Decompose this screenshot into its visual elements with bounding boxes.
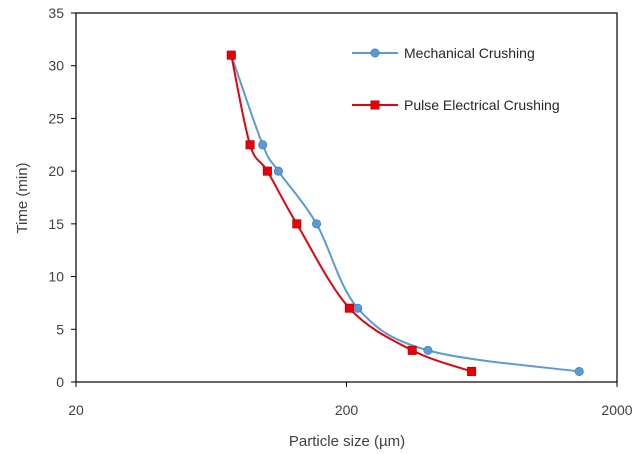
legend: Mechanical Crushing Pulse Electrical Crus… (352, 45, 560, 113)
legend-marker (370, 100, 380, 110)
y-tick-label: 15 (48, 216, 64, 232)
y-tick-label: 10 (48, 269, 64, 285)
x-tick-label: 2000 (601, 402, 632, 418)
y-tick-label: 20 (48, 163, 64, 179)
legend-label: Pulse Electrical Crushing (404, 97, 560, 113)
data-point (423, 345, 433, 355)
data-point (344, 303, 354, 313)
series-2 (226, 50, 477, 376)
data-point (467, 366, 477, 376)
x-tick-label: 200 (335, 402, 359, 418)
y-tick-label: 0 (56, 374, 64, 390)
y-axis-label: Time (min) (14, 162, 31, 233)
data-point (262, 166, 272, 176)
plot-frame (75, 12, 618, 383)
y-tick-label: 25 (48, 110, 64, 126)
axes: 0 5 10 15 20 25 30 35 20 200 2000 (48, 5, 632, 418)
data-point (273, 166, 283, 176)
y-tick-label: 5 (56, 321, 64, 337)
y-tick-label: 30 (48, 58, 64, 74)
x-tick-label: 20 (68, 402, 84, 418)
data-point (353, 303, 363, 313)
series-layer (226, 50, 584, 376)
legend-entry: Pulse Electrical Crushing (352, 97, 560, 113)
data-point (292, 219, 302, 229)
data-point (312, 219, 322, 229)
data-point (574, 366, 584, 376)
data-point (258, 140, 268, 150)
legend-label: Mechanical Crushing (404, 45, 535, 61)
legend-entry: Mechanical Crushing (352, 45, 535, 61)
data-point (407, 345, 417, 355)
x-axis-label: Particle size (µm) (289, 433, 405, 450)
data-point (245, 140, 255, 150)
y-tick-label: 35 (48, 5, 64, 21)
data-point (226, 50, 236, 60)
legend-marker (370, 48, 380, 58)
